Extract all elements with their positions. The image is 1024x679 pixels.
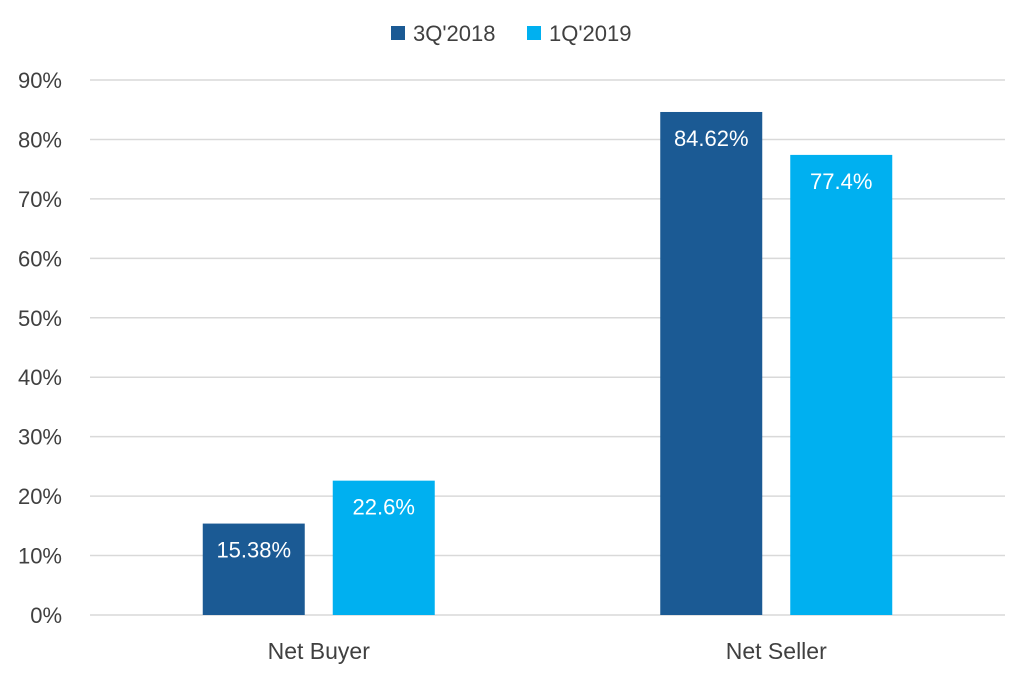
legend-swatch — [391, 26, 405, 40]
y-tick-label: 90% — [18, 68, 62, 93]
legend-label: 3Q'2018 — [413, 21, 496, 46]
data-label: 84.62% — [674, 126, 749, 151]
y-tick-label: 50% — [18, 306, 62, 331]
data-label: 77.4% — [810, 169, 872, 194]
y-tick-label: 70% — [18, 187, 62, 212]
bar — [790, 154, 893, 615]
x-category-label: Net Seller — [726, 638, 827, 664]
y-tick-label: 80% — [18, 127, 62, 152]
legend: 3Q'2018 1Q'2019 — [391, 21, 632, 46]
data-label: 15.38% — [216, 538, 291, 563]
bar — [332, 480, 435, 615]
bar — [660, 111, 763, 615]
legend-swatch — [527, 26, 541, 40]
data-labels: 15.38% 22.6% 84.62% 77.4% — [216, 126, 872, 563]
x-category-label: Net Buyer — [268, 638, 371, 664]
y-tick-label: 60% — [18, 246, 62, 271]
y-tick-label: 30% — [18, 425, 62, 450]
y-axis-ticks: 0% 10% 20% 30% 40% 50% 60% 70% 80% 90% — [18, 68, 62, 628]
bar — [202, 523, 305, 615]
y-tick-label: 40% — [18, 365, 62, 390]
y-tick-label: 0% — [30, 603, 62, 628]
bars — [202, 111, 893, 615]
data-label: 22.6% — [353, 495, 415, 520]
legend-label: 1Q'2019 — [549, 21, 632, 46]
y-tick-label: 10% — [18, 544, 62, 569]
y-tick-label: 20% — [18, 484, 62, 509]
x-axis-categories: Net Buyer Net Seller — [268, 638, 827, 664]
